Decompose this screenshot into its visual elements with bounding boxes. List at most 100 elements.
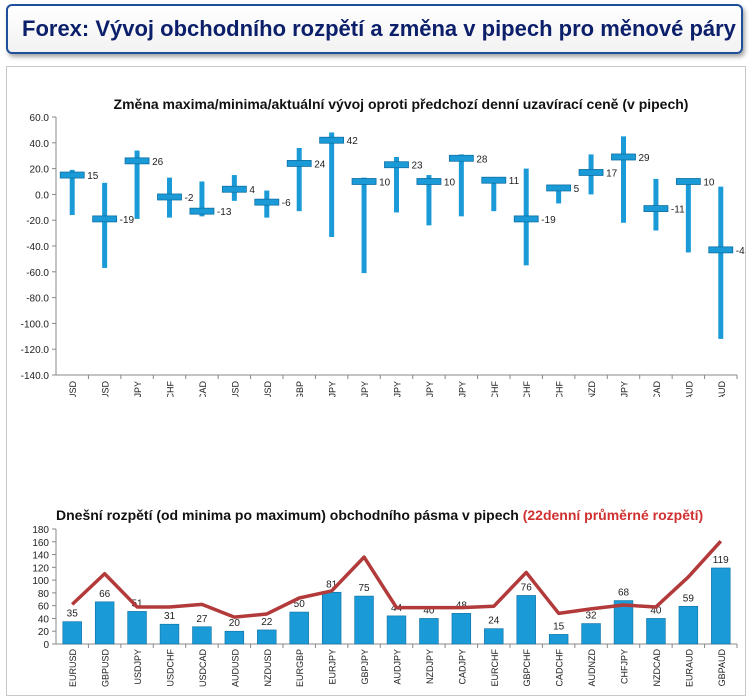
chart1-current-marker — [157, 193, 182, 201]
charts-panel: Změna maxima/minima/aktuální vývoj oprot… — [6, 66, 746, 696]
chart1-title: Změna maxima/minima/aktuální vývoj oprot… — [114, 96, 689, 112]
chart1-x-tick-label: EURAUD — [684, 381, 694, 397]
chart1-data-label: 10 — [444, 178, 456, 189]
chart1-current-marker — [59, 171, 85, 179]
chart2-data-label: 75 — [359, 583, 371, 594]
chart2-bar — [711, 567, 731, 645]
chart2-y-tick-label: 160 — [32, 538, 49, 549]
chart1-range-bar — [69, 169, 75, 216]
chart1-data-label: -19 — [120, 215, 135, 226]
chart2-data-label: 22 — [261, 617, 273, 628]
chart2-bar — [516, 595, 536, 645]
chart1-y-tick-label: 20.0 — [30, 165, 50, 176]
chart2-bar — [581, 623, 601, 645]
chart2-y-tick-label: 40 — [38, 614, 50, 625]
chart2-x-tick-label: EURUSD — [68, 649, 78, 688]
chart1-x-tick-label: CADCHF — [555, 380, 565, 397]
chart1-range-bar — [718, 186, 724, 339]
chart1-current-marker — [254, 198, 280, 206]
chart1-data-label: -2 — [185, 193, 194, 204]
chart2-bar — [386, 615, 407, 645]
chart1-current-marker — [351, 178, 377, 185]
chart2-bar — [451, 613, 472, 645]
chart1-range-bar — [685, 178, 691, 253]
chart2-bar — [159, 623, 180, 645]
chart2-x-tick-label: GBPJPY — [360, 649, 370, 685]
chart1-x-tick-label: EURUSD — [68, 381, 78, 397]
chart2-data-label: 76 — [521, 582, 533, 593]
chart1-y-tick-label: 40.0 — [30, 139, 50, 150]
chart1-data-label: 5 — [574, 184, 580, 195]
chart1-range-bar — [621, 136, 626, 223]
chart1-x-tick-label: AUDUSD — [230, 381, 240, 397]
chart1-current-marker — [611, 153, 636, 161]
chart1-current-marker — [481, 176, 507, 184]
chart1-x-tick-label: NZDJPY — [425, 381, 435, 397]
chart2-data-label: 59 — [683, 593, 695, 604]
chart2-bar — [127, 611, 147, 645]
chart1-x-tick-label: USDCHF — [166, 380, 176, 397]
chart1-range-bar — [102, 182, 108, 268]
chart2-y-tick-label: 80 — [38, 589, 50, 600]
chart1-data-label: 17 — [606, 168, 618, 179]
chart1-y-tick-label: -20.0 — [26, 216, 49, 227]
chart2-y-tick-label: 120 — [32, 563, 49, 574]
chart1-range-bar — [556, 185, 562, 204]
chart1-range-bar — [394, 156, 399, 213]
chart1-x-tick-label: GBPUSD — [101, 381, 111, 397]
chart1-data-label: -19 — [541, 215, 556, 226]
chart1-x-tick-label: CHFJPY — [620, 381, 630, 397]
chart2-bar — [548, 634, 569, 645]
chart2-x-tick-label: USDJPY — [133, 649, 143, 685]
chart2-x-tick-label: USDCAD — [198, 649, 208, 688]
chart1-range-bar — [491, 177, 497, 212]
chart1-y-tick-label: -140.0 — [21, 371, 50, 382]
chart1-x-tick-label: EURJPY — [328, 381, 338, 397]
pip-change-chart: Změna maxima/minima/aktuální vývoj oprot… — [21, 96, 745, 397]
chart1-current-marker — [189, 207, 215, 215]
chart1-current-marker — [546, 184, 572, 192]
chart1-x-tick-label: AUDNZD — [587, 381, 597, 397]
chart2-data-label: 40 — [423, 605, 435, 616]
chart2-y-tick-label: 60 — [38, 602, 50, 613]
chart2-x-tick-label: EURJPY — [328, 649, 338, 685]
chart1-data-label: 4 — [249, 185, 255, 196]
chart2-x-tick-label: CADCHF — [555, 648, 565, 686]
chart1-current-marker — [92, 215, 118, 223]
chart1-range-bar — [296, 147, 302, 212]
chart1-range-bar — [426, 175, 432, 226]
chart1-x-tick-label: USDJPY — [133, 381, 143, 397]
chart1-x-tick-label: EURCHF — [490, 380, 500, 397]
chart2-bar — [646, 618, 666, 645]
chart2-data-label: 32 — [586, 611, 598, 622]
chart2-data-label: 15 — [553, 621, 565, 632]
chart1-current-marker — [416, 178, 442, 185]
chart2-bar — [257, 629, 277, 645]
chart1-x-tick-label: GBPAUD — [717, 381, 727, 397]
page-title: Forex: Vývoj obchodního rozpětí a změna … — [22, 16, 736, 41]
chart2-x-tick-label: AUDJPY — [393, 649, 403, 685]
chart2-x-tick-label: AUDUSD — [230, 649, 240, 688]
chart1-range-bar — [329, 132, 335, 237]
chart1-x-tick-label: AUDJPY — [393, 381, 403, 397]
daily-range-chart: Dnešní rozpětí (od minima po maximum) ob… — [32, 507, 738, 688]
chart1-data-label: 26 — [152, 157, 164, 168]
chart2-x-tick-label: AUDNZD — [587, 649, 597, 687]
chart2-bar — [419, 618, 439, 645]
chart1-x-tick-label: GBPJPY — [360, 381, 370, 397]
chart2-data-label: 50 — [294, 599, 306, 610]
chart1-x-tick-label: NZDUSD — [263, 381, 273, 397]
chart2-x-tick-label: CHFJPY — [620, 649, 630, 684]
chart1-data-label: 42 — [347, 136, 359, 147]
chart1-current-marker — [643, 205, 669, 212]
chart2-y-tick-label: 180 — [32, 525, 49, 536]
chart2-data-label: 35 — [67, 609, 79, 620]
chart2-x-tick-label: GBPUSD — [101, 649, 111, 688]
chart2-title-main: Dnešní rozpětí (od minima po maximum) ob… — [56, 507, 523, 523]
chart2-bar — [321, 591, 342, 645]
chart1-y-tick-label: -60.0 — [26, 268, 49, 279]
chart1-current-marker — [708, 246, 734, 254]
chart2-y-tick-label: 0 — [43, 640, 49, 651]
chart2-data-label: 119 — [713, 555, 729, 566]
chart2-x-tick-label: GBPCHF — [522, 649, 532, 687]
